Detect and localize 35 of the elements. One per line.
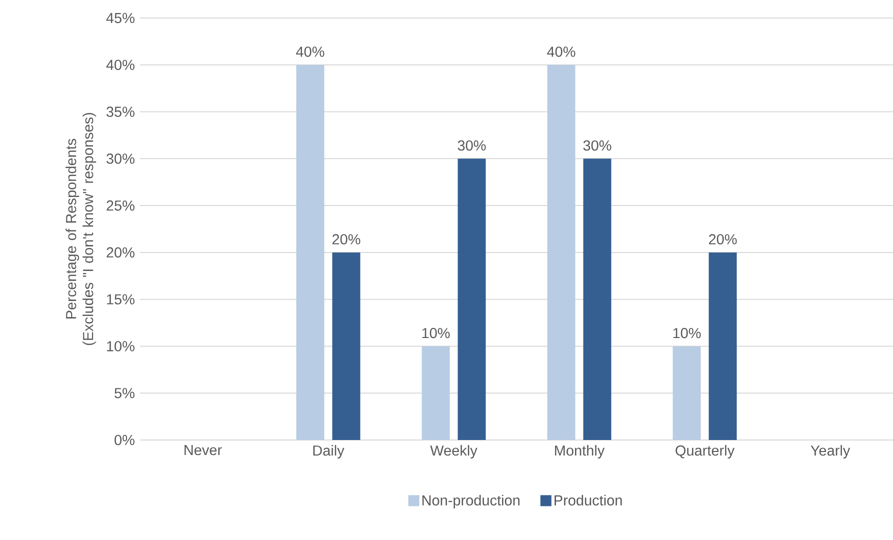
bar: [547, 64, 576, 440]
data-label: 10%: [422, 328, 450, 338]
y-tick-label: 30%: [106, 154, 134, 164]
y-tick-label: 10%: [107, 341, 134, 352]
data-label: 30%: [583, 140, 612, 151]
x-tick-label: Never: [184, 445, 222, 456]
data-label: 20%: [332, 234, 360, 244]
data-label: 10%: [673, 328, 701, 338]
y-tick-label: 15%: [107, 294, 134, 304]
bar: [422, 346, 450, 440]
x-tick-label: Daily: [313, 445, 344, 459]
data-label: 40%: [296, 46, 324, 57]
bar: [672, 346, 701, 440]
bar: [458, 158, 486, 440]
legend-label: Non-production: [422, 494, 520, 508]
bar: [296, 64, 324, 440]
data-label: 30%: [458, 140, 486, 151]
y-tick-label: 45%: [106, 12, 134, 24]
x-tick-label: Yearly: [810, 445, 850, 459]
y-tick-label: 20%: [106, 247, 134, 258]
y-tick-label: 5%: [114, 388, 134, 398]
legend-label: Production: [554, 494, 622, 506]
data-label: 20%: [708, 234, 737, 244]
y-tick-label: 0%: [114, 434, 134, 446]
data-label: 40%: [547, 46, 576, 57]
y-axis-title: Percentage of Respondents (Excludes "I don't know" responses): [66, 112, 96, 346]
x-tick-label: Weekly: [430, 445, 478, 459]
x-tick-label: Quarterly: [676, 445, 735, 459]
bar: [583, 158, 612, 440]
y-tick-label: 25%: [106, 200, 134, 211]
bar: [332, 252, 360, 440]
bar: [708, 252, 737, 440]
y-tick-label: 40%: [106, 60, 134, 70]
x-tick-label: Monthly: [555, 445, 605, 459]
y-tick-label: 35%: [106, 106, 134, 117]
